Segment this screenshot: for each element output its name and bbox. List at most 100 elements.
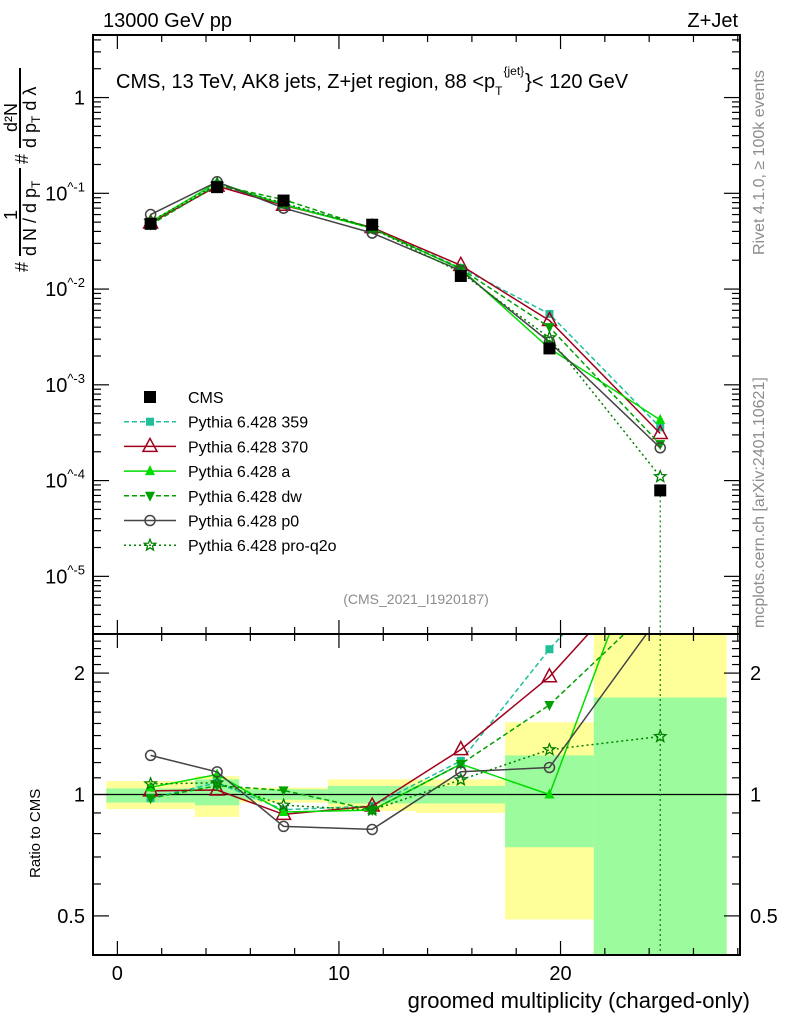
plot-title: CMS, 13 TeV, AK8 jets, Z+jet region, 88 … [116,64,629,98]
axes: 0 10 20 2 2 1 1 0.5 0.5 [57,34,778,985]
ratio-y-tick-label-right: 2 [750,663,761,685]
ratio-point [544,788,555,799]
ratio-plot-series [93,634,740,955]
ratio-y-tick-label: 0.5 [57,906,85,928]
series-point [652,468,668,483]
x-tick-label: 20 [549,963,571,985]
series-point [544,323,555,334]
legend-item: Pythia 6.428 dw [124,489,302,506]
legend-item: Pythia 6.428 p0 [124,514,299,531]
legend-label: Pythia 6.428 p0 [188,514,299,531]
series-line [150,180,661,449]
svg-text:#: # [12,262,32,272]
legend-item: Pythia 6.428 a [124,464,290,481]
legend-item: Pythia 6.428 pro-q2o [124,537,337,555]
series-point [651,423,669,440]
ratio-point [455,760,466,771]
legend-item: CMS [144,390,224,407]
analysis-id: (CMS_2021_I1920187) [343,591,489,607]
ratio-point [208,780,226,796]
data-point [277,194,290,207]
ratio-point [209,774,225,790]
legend-label: Pythia 6.428 dw [188,489,302,506]
legend-marker [142,537,158,552]
ratio-point [545,645,554,654]
ratio-point [543,761,556,774]
ratio-point [452,740,470,756]
legend-label: Pythia 6.428 a [188,464,290,481]
main-plot-series [142,176,669,634]
series-line [150,181,661,421]
data-point [543,342,556,355]
x-tick-label: 0 [112,963,123,985]
series-line [150,183,661,428]
legend-marker [145,491,155,502]
ratio-point [275,804,292,821]
legend: CMS Pythia 6.428 359 Pythia 6.428 370 Pythi… [124,390,337,555]
ratio-point [276,797,291,812]
legend-marker [145,465,155,476]
data-point [454,269,467,282]
data-point [654,484,667,497]
ratio-series-line [150,735,661,811]
series-line [150,185,661,435]
ratio-y-tick-label-right: 1 [750,785,761,807]
y-tick-label: 10^-3 [45,371,85,397]
legend-label: Pythia 6.428 370 [188,439,308,456]
ratio-point [366,823,378,836]
svg-text:#: # [12,154,32,164]
legend-item: Pythia 6.428 370 [124,436,308,456]
legend-item: Pythia 6.428 359 [124,415,308,432]
legend-marker [146,417,154,426]
ratio-series-line [150,634,648,831]
ratio-point [145,794,156,805]
y-tick-label: 1 [74,88,85,110]
y-tick-label: 10^-1 [45,179,85,205]
mcplots-label: mcplots.cern.ch [arXiv:2401.10621] [751,377,768,628]
ratio-point [364,802,380,817]
svg-text:d²N: d²N [1,103,21,132]
legend-label: Pythia 6.428 359 [188,415,308,432]
ratio-point [541,667,558,683]
y-tick-label: 10^-4 [45,467,85,493]
ratio-y-tick-label-right: 0.5 [750,906,778,928]
ratio-point [143,776,158,791]
legend-label: Pythia 6.428 pro-q2o [188,538,337,555]
stat-uncertainty-band [593,697,727,955]
ratio-point [278,806,289,817]
legend-marker [144,514,156,527]
series-point [541,330,557,345]
stat-uncertainty-band [505,755,594,848]
ratio-point [544,701,555,712]
ratio-y-tick-label: 2 [74,663,85,685]
ratio-point [278,786,289,797]
series-point [655,413,666,424]
series-point [654,442,666,454]
x-axis-label: groomed multiplicity (charged-only) [408,988,750,1013]
data-point [144,217,157,230]
svg-text:d N / d pT: d N / d pT [20,180,43,256]
y-tick-label: 10^-2 [45,275,85,301]
svg-text:d pT d λ: d pT d λ [20,87,43,148]
ratio-point [277,820,290,833]
y-tick-label: 10^-5 [45,562,85,588]
ratio-point [453,771,469,787]
ratio-point [144,749,157,762]
series-point [455,264,466,275]
ratio-point [541,741,557,756]
y-axis-label: # 1 d N / d pT # d²N d pT d λ [1,68,43,272]
data-point [366,218,379,231]
rivet-label: Rivet 4.1.0, ≥ 100k events [751,70,768,255]
header-left: 13000 GeV pp [103,10,232,32]
ratio-y-tick-label: 1 [74,785,85,807]
series-line [150,184,661,445]
svg-text:1: 1 [1,210,21,220]
header-right: Z+Jet [687,10,738,32]
ratio-y-axis-label: Ratio to CMS [27,789,44,878]
legend-marker [144,391,156,403]
y-tick-labels: 1 10^-1 10^-2 10^-3 10^-4 10^-5 [45,88,85,589]
series-line [150,183,661,478]
x-tick-label: 10 [328,963,350,985]
legend-marker [141,436,159,453]
